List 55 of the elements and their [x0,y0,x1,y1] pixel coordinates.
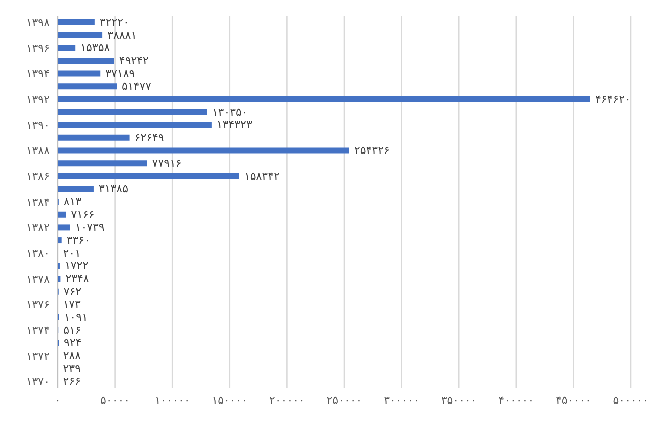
data-label: ۳۸۸۸۱ [108,28,138,42]
x-tick-label: ۳۵۰۰۰۰ [441,394,477,407]
data-label: ۱۷۳ [63,298,82,312]
data-label: ۱۰۹۱ [64,311,88,324]
data-label: ۵۱۴۷۷ [122,80,152,94]
x-tick-label: ۳۰۰۰۰۰ [384,394,420,407]
data-label: ۷۶۲ [64,285,82,298]
data-label: ۱۰۷۳۹ [75,221,105,234]
data-label: ۷۱۶۶ [71,208,95,222]
y-tick-label: ۱۳۸۸ [26,144,50,158]
y-tick-label: ۱۳۹۰ [26,118,50,132]
data-label: ۳۳۶۰ [66,234,90,248]
data-label: ۱۳۰۳۵۰ [212,106,248,119]
y-tick-label: ۱۳۸۰ [26,247,50,260]
data-label: ۳۱۳۸۵ [98,182,129,196]
x-tick-label: ۴۰۰۰۰۰ [498,394,534,407]
x-tick-label: ۰ [55,394,61,407]
y-tick-label: ۱۳۸۴ [26,196,50,209]
y-tick-label: ۱۳۸۲ [26,222,50,235]
y-tick-label: ۱۳۹۶ [26,42,50,55]
data-label: ۴۶۴۶۲۰ [595,92,631,106]
data-label: ۲۳۴۸ [66,272,90,286]
data-label: ۱۷۲۲ [64,260,89,273]
y-tick-label: ۱۳۹۲ [26,93,50,106]
x-tick-label: ۵۰۰۰۰ [100,394,130,407]
data-label: ۲۵۴۳۲۶ [354,144,390,158]
data-label: ۳۲۲۲۰ [100,16,130,29]
data-label: ۱۳۴۳۲۳ [216,118,252,132]
x-tick-label: ۱۵۰۰۰۰ [212,394,248,407]
data-label: ۲۳۹ [63,362,82,376]
x-tick-label: ۲۵۰۰۰۰ [326,394,362,407]
data-label: ۲۸۸ [63,349,82,362]
data-label: ۴۹۲۴۲ [119,54,150,68]
data-label: ۵۱۶ [64,324,82,337]
data-label: ۹۲۴ [64,336,82,350]
y-tick-label: ۱۳۷۴ [26,324,50,338]
y-tick-label: ۱۳۷۸ [26,272,50,286]
y-tick-label: ۱۳۹۸ [26,16,50,30]
data-label: ۲۶۶ [63,375,82,388]
y-tick-label: ۱۳۹۴ [26,68,50,81]
data-label: ۱۵۳۵۸ [80,42,110,55]
data-label: ۸۱۳ [64,196,82,209]
data-label: ۶۲۶۴۹ [134,131,164,144]
x-tick-label: ۱۰۰۰۰۰ [154,394,190,407]
data-label: ۷۷۹۱۶ [152,157,182,170]
data-label: ۲۰۱ [63,246,81,260]
y-tick-label: ۱۳۷۰ [26,375,50,388]
data-label: ۳۷۱۸۹ [106,67,136,80]
y-tick-label: ۱۳۸۶ [26,170,50,184]
x-tick-label: ۵۰۰۰۰۰ [613,394,649,407]
y-tick-label: ۱۳۷۲ [26,350,50,363]
x-tick-label: ۲۰۰۰۰۰ [269,394,305,407]
data-label: ۱۵۸۳۴۲ [244,170,280,183]
y-tick-label: ۱۳۷۶ [26,298,50,312]
x-tick-label: ۴۵۰۰۰۰ [556,394,592,407]
